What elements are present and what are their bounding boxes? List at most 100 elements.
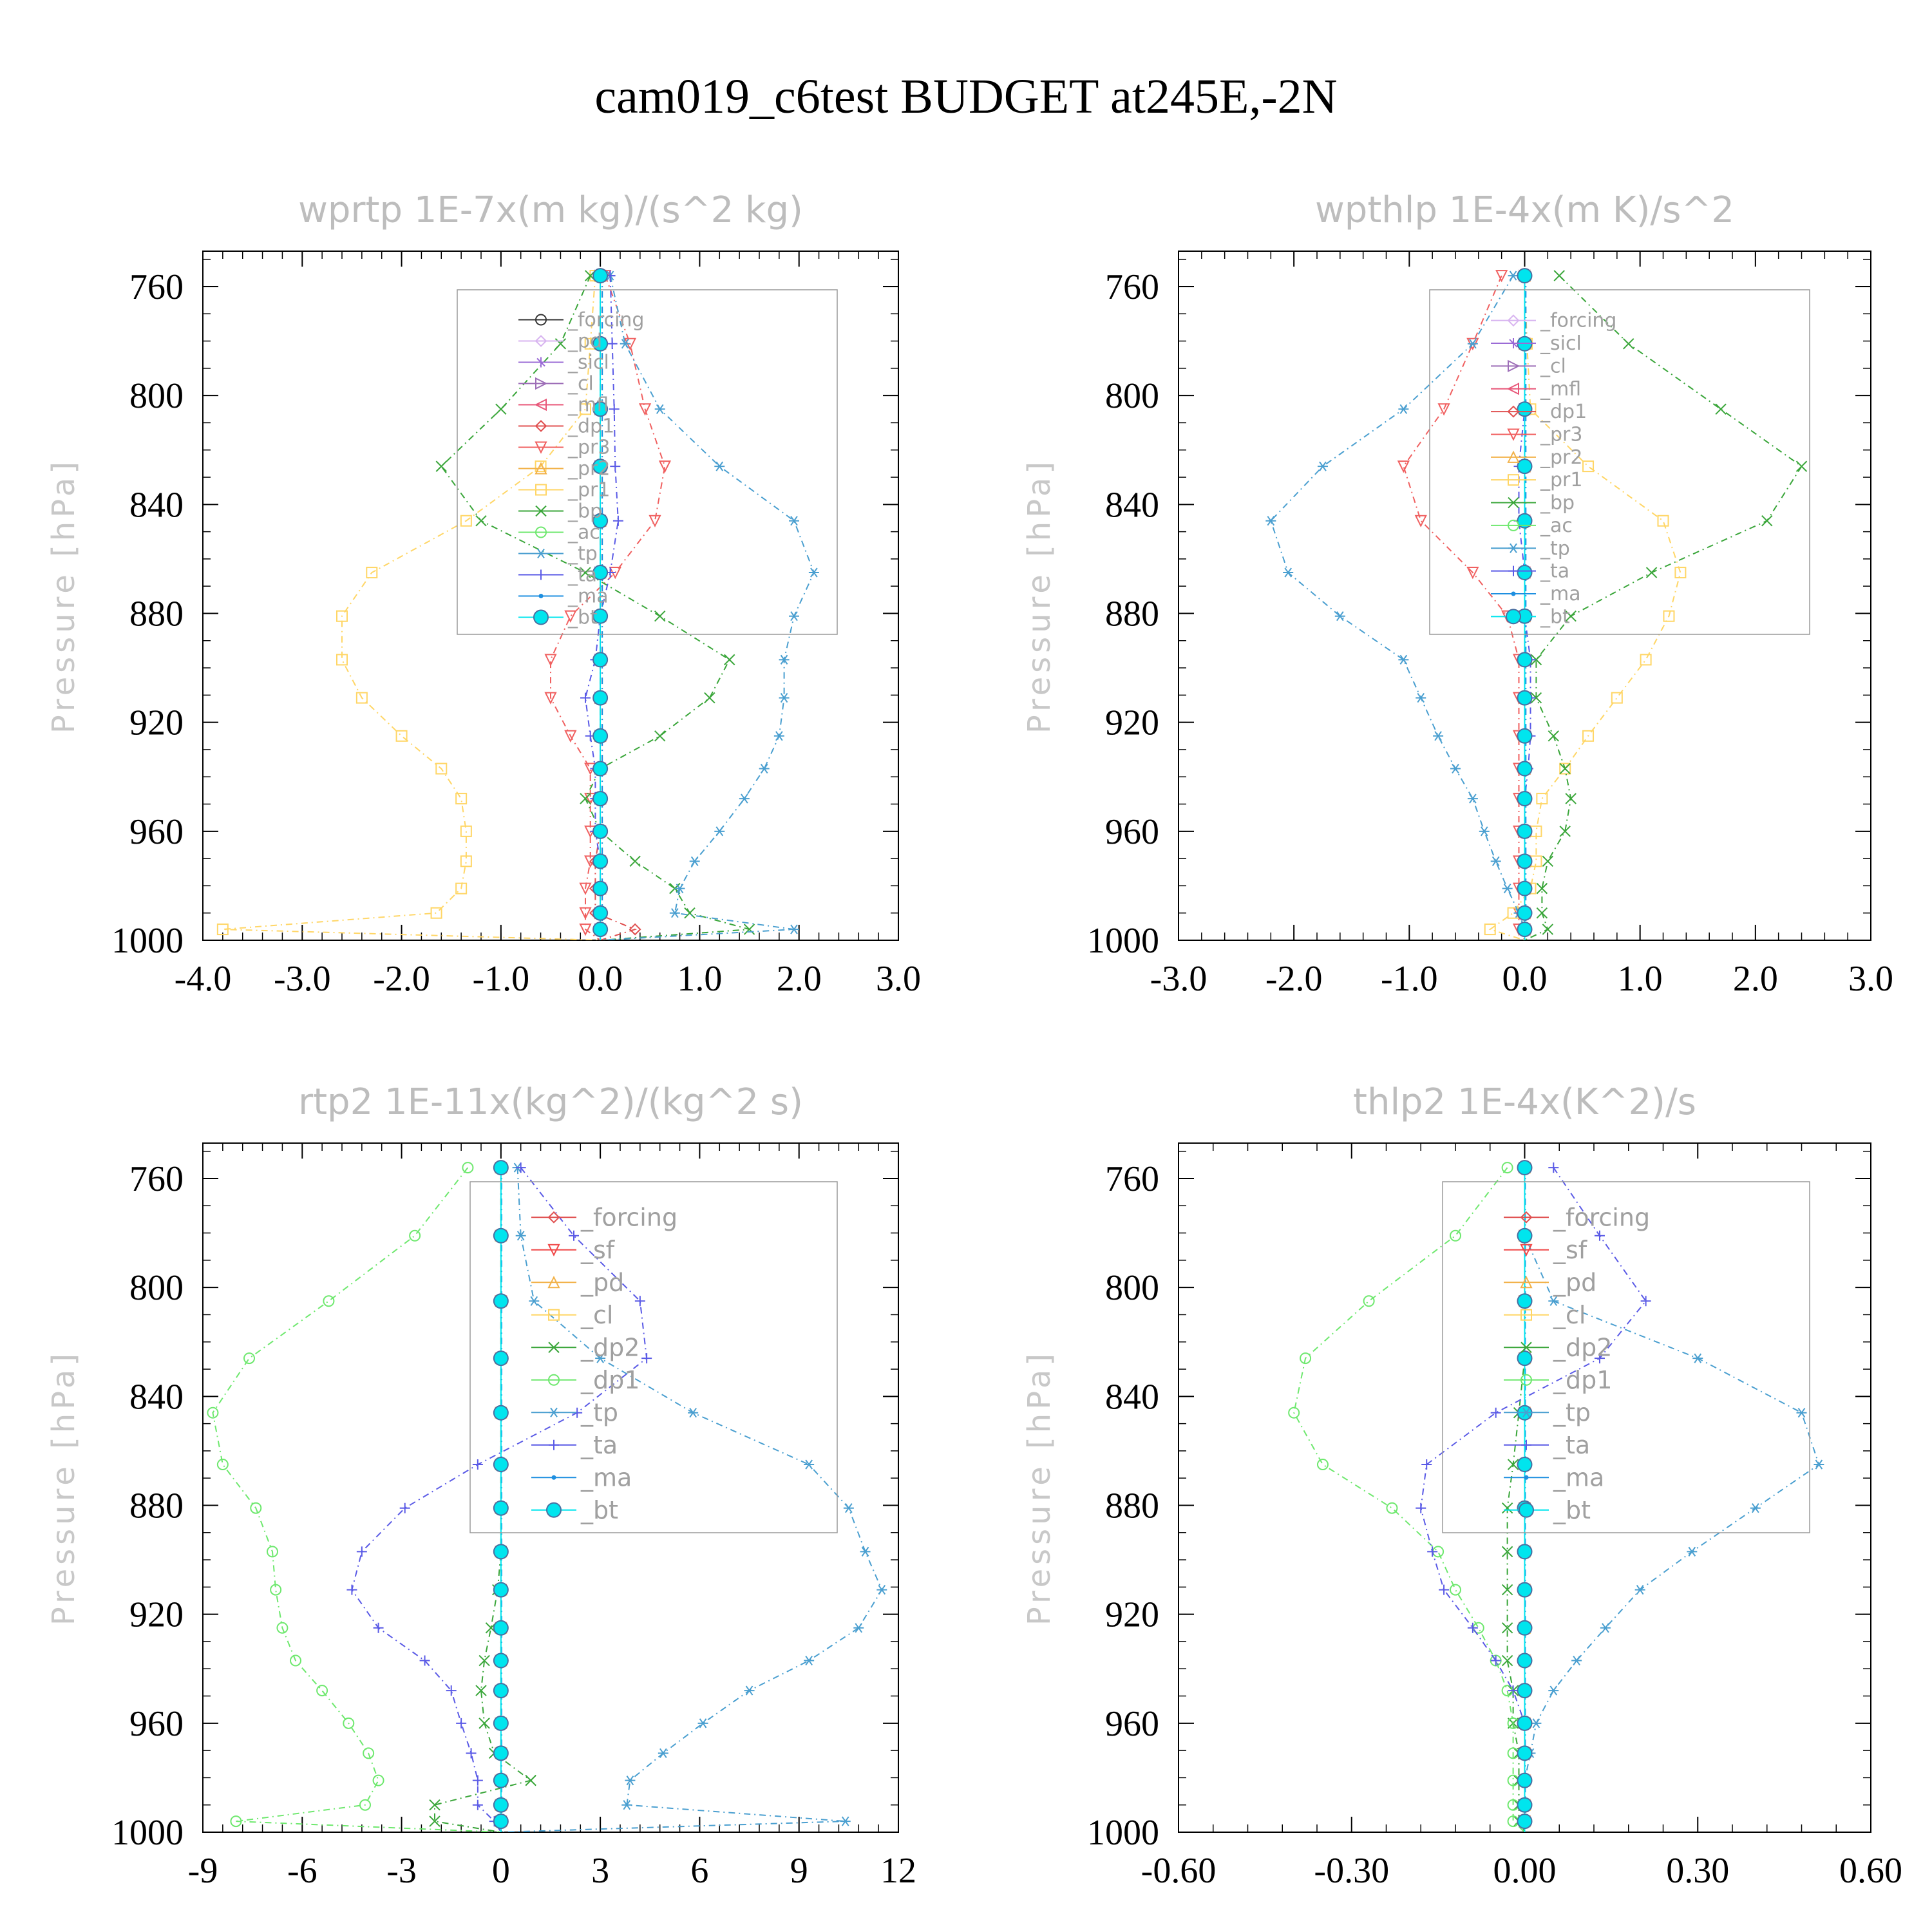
data-point (1548, 1162, 1559, 1173)
data-point (1536, 882, 1548, 895)
data-point (1490, 856, 1501, 866)
series_ta (1416, 1162, 1651, 1832)
data-point (1421, 1459, 1432, 1470)
y-tick-label: 840 (129, 485, 184, 525)
data-point (1530, 692, 1542, 704)
legend-label: _ac (1540, 515, 1573, 537)
data-point (1517, 1227, 1533, 1244)
legend-box (1429, 289, 1810, 635)
data-point (1288, 1406, 1300, 1419)
legend-label: _ma (580, 1463, 632, 1492)
data-point (435, 460, 447, 472)
data-point (525, 1774, 536, 1786)
data-point (804, 1655, 815, 1666)
data-point (654, 730, 666, 742)
data-point (290, 1654, 301, 1667)
data-point (621, 1800, 632, 1810)
data-point (515, 1162, 526, 1173)
chart-panel-1: wprtp 1E-7x(m kg)/(s^2 kg) Pressure [hPa]… (46, 189, 921, 999)
data-point (1517, 1582, 1533, 1598)
data-point (336, 610, 348, 622)
data-point (475, 515, 487, 527)
legend-marker (548, 1309, 560, 1321)
y-tick-label: 960 (1105, 812, 1159, 852)
legend-label: _ma (1540, 583, 1581, 605)
data-point (789, 611, 799, 621)
data-point (446, 1685, 457, 1696)
data-point (1715, 403, 1727, 415)
data-point (607, 338, 618, 349)
data-point (1517, 513, 1533, 529)
data-point (1501, 1584, 1513, 1596)
legend-marker (533, 609, 549, 625)
data-point (493, 1227, 509, 1244)
data-point (804, 1459, 815, 1470)
data-point (478, 1718, 490, 1729)
data-point (592, 823, 609, 839)
data-point (1517, 690, 1533, 706)
plot-area (1265, 268, 1808, 940)
y-tick-label: 800 (1105, 376, 1159, 416)
data-point (1517, 761, 1533, 777)
y-tick-label: 760 (129, 267, 184, 307)
data-point (544, 654, 557, 667)
data-point (580, 692, 591, 703)
y-tick-label: 880 (129, 1486, 184, 1526)
data-point (592, 608, 609, 624)
data-point (1414, 515, 1427, 527)
data-point (658, 1748, 668, 1758)
data-point (493, 1745, 509, 1761)
data-point (843, 1503, 854, 1513)
data-point (654, 404, 665, 414)
data-point (840, 1816, 851, 1826)
legend-marker (1508, 519, 1519, 531)
data-point (1517, 1620, 1533, 1636)
data-point (564, 730, 577, 743)
data-point (1501, 1654, 1513, 1667)
data-point (1582, 460, 1595, 473)
x-tick-label: -1.0 (1381, 959, 1438, 999)
data-point (544, 692, 557, 705)
data-point (625, 1776, 636, 1786)
data-point (216, 923, 229, 936)
data-point (592, 728, 609, 744)
plot-frame (202, 251, 899, 941)
data-point (455, 882, 468, 895)
x-tick-label: 9 (790, 1851, 808, 1891)
data-point (1640, 654, 1652, 666)
legend-label: _pr2 (1540, 446, 1582, 469)
legend-label: _pd (580, 1268, 624, 1296)
legend-marker (1520, 1276, 1533, 1289)
legend-marker (1507, 314, 1520, 327)
legend-label: _dp1 (580, 1366, 639, 1394)
legend-marker (1508, 338, 1519, 349)
data-point (1517, 401, 1533, 417)
data-point (592, 565, 609, 581)
data-point (1530, 855, 1542, 867)
legend-marker (1507, 405, 1520, 418)
legend: _forcing_pd_sicl_cl_mfl_dp1_pr3_pr2_pr1_… (457, 289, 838, 635)
data-point (629, 923, 641, 936)
legend-marker (1508, 565, 1519, 576)
data-point (592, 652, 609, 668)
data-point (592, 880, 609, 896)
legend-marker (1520, 1341, 1532, 1353)
legend-marker (1520, 1244, 1533, 1256)
data-point (493, 1772, 509, 1788)
legend-marker (535, 335, 547, 347)
data-point (493, 1457, 509, 1473)
y-tick-label: 920 (129, 703, 184, 743)
legend-marker (1507, 428, 1520, 441)
y-tick-label: 920 (1105, 1595, 1159, 1635)
figure-title: cam019_c6test BUDGET at245E,-2N (594, 70, 1337, 124)
data-point (363, 1747, 375, 1759)
data-point (1317, 461, 1328, 471)
data-point (1517, 1293, 1533, 1309)
legend-label: _forcing (567, 309, 644, 332)
series-line (1506, 1168, 1526, 1832)
series-line (1488, 276, 1681, 940)
data-point (1437, 403, 1450, 416)
legend-label: _forcing (580, 1203, 677, 1231)
x-tick-label: -6 (287, 1851, 317, 1891)
chart-panel-4: thlp2 1E-4x(K^2)/s Pressure [hPa] -0.60 -0.… (1021, 1081, 1902, 1891)
